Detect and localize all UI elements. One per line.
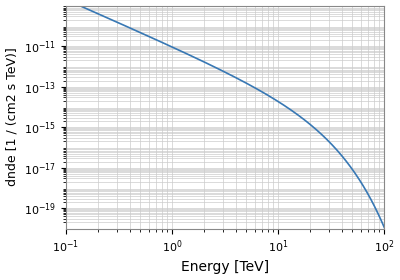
Y-axis label: dnde [1 / (cm2 s TeV)]: dnde [1 / (cm2 s TeV)] [6,48,18,186]
X-axis label: Energy [TeV]: Energy [TeV] [181,260,269,274]
